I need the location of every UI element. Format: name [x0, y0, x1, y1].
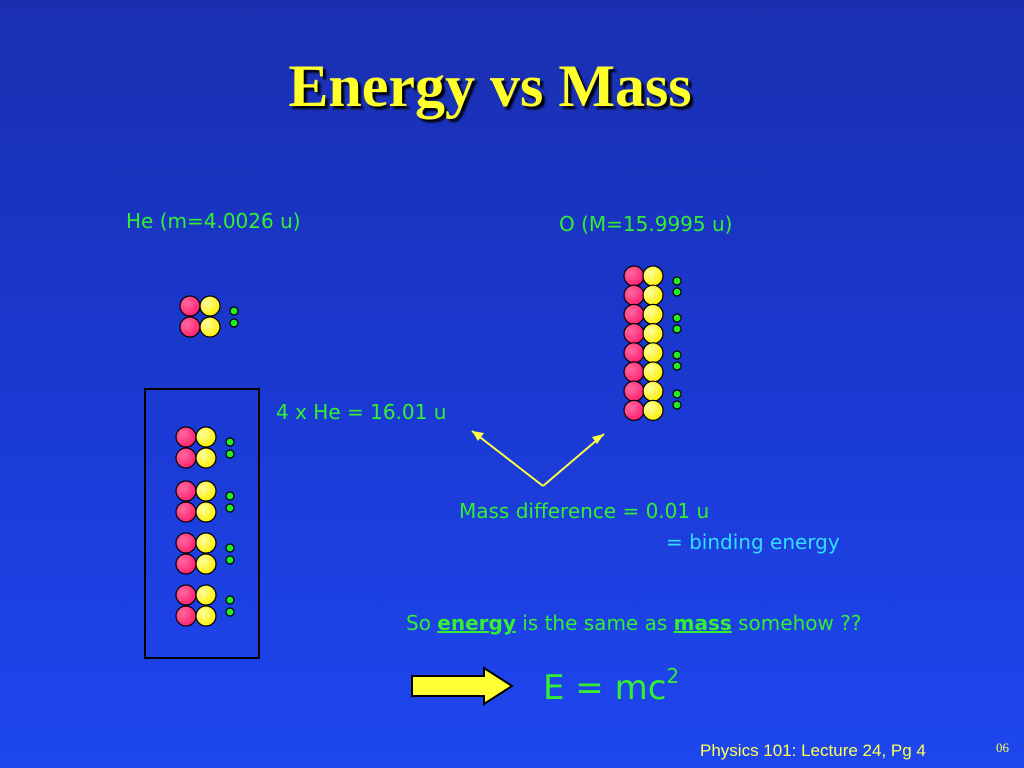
proton-icon [175, 501, 197, 523]
mass-energy-formula: E = mc2 [543, 664, 679, 708]
electron-icon [225, 437, 235, 447]
neutron-icon [642, 265, 664, 287]
oxygen-atom [623, 265, 682, 421]
four-helium-sum-label: 4 x He = 16.01 u [276, 400, 447, 424]
statement-mass-word: mass [673, 611, 732, 635]
helium-atom-3 [175, 532, 235, 575]
proton-icon [175, 605, 197, 627]
neutron-icon [642, 284, 664, 306]
neutron-icon [195, 584, 217, 606]
neutron-icon [642, 342, 664, 364]
arrow-head-right [592, 434, 604, 444]
helium-atom-4 [175, 584, 235, 627]
electron-icon [225, 491, 235, 501]
statement-middle: is the same as [515, 611, 674, 635]
binding-energy-label: = binding energy [666, 530, 840, 554]
formula-exponent: 2 [666, 664, 680, 688]
electron-icon [672, 287, 682, 297]
proton-icon [623, 323, 645, 345]
neutron-icon [642, 399, 664, 421]
electron-icon [672, 389, 682, 399]
electron-icon [672, 313, 682, 323]
statement-prefix: So [406, 611, 438, 635]
arrow-head-left [472, 431, 484, 441]
electron-icon [229, 306, 239, 316]
split-arrows [471, 430, 605, 487]
proton-icon [623, 342, 645, 364]
proton-icon [175, 584, 197, 606]
electron-icon [672, 276, 682, 286]
helium-atom-1 [175, 426, 235, 469]
electron-icon [225, 449, 235, 459]
proton-icon [623, 380, 645, 402]
right-arrow-icon [411, 666, 514, 706]
electron-icon [225, 555, 235, 565]
slide-title: Energy vs Mass [288, 53, 692, 119]
proton-icon [623, 284, 645, 306]
electron-icon [229, 318, 239, 328]
proton-icon [623, 399, 645, 421]
neutron-icon [642, 303, 664, 325]
mass-difference-label: Mass difference = 0.01 u [459, 499, 710, 523]
proton-icon [179, 295, 201, 317]
proton-icon [623, 265, 645, 287]
neutron-icon [195, 605, 217, 627]
proton-icon [175, 480, 197, 502]
oxygen-mass-label: O (M=15.9995 u) [559, 212, 733, 236]
proton-icon [175, 532, 197, 554]
neutron-icon [195, 501, 217, 523]
electron-icon [225, 503, 235, 513]
helium-atom [179, 295, 239, 338]
electron-icon [225, 595, 235, 605]
energy-mass-statement: So energy is the same as mass somehow ?? [406, 611, 861, 635]
arrow-to-oxygen [542, 433, 605, 487]
formula-base: E = mc [543, 668, 667, 708]
proton-icon [179, 316, 201, 338]
page-number: 06 [996, 740, 1009, 755]
nucleon-groups [175, 265, 682, 627]
statement-suffix: somehow ?? [731, 611, 862, 635]
proton-icon [175, 553, 197, 575]
neutron-icon [195, 553, 217, 575]
electron-icon [225, 543, 235, 553]
electron-icon [672, 361, 682, 371]
neutron-icon [195, 447, 217, 469]
electron-icon [672, 324, 682, 334]
statement-energy-word: energy [437, 611, 516, 635]
neutron-icon [199, 316, 221, 338]
proton-icon [623, 303, 645, 325]
helium-atom-2 [175, 480, 235, 523]
neutron-icon [195, 532, 217, 554]
neutron-icon [642, 323, 664, 345]
slide-footer: Physics 101: Lecture 24, Pg 4 [700, 741, 926, 760]
neutron-icon [195, 426, 217, 448]
electron-icon [672, 350, 682, 360]
proton-icon [623, 361, 645, 383]
neutron-icon [642, 380, 664, 402]
proton-icon [175, 447, 197, 469]
four-helium-box [144, 388, 260, 659]
electron-icon [672, 400, 682, 410]
helium-mass-label: He (m=4.0026 u) [126, 209, 301, 233]
electron-icon [225, 607, 235, 617]
proton-icon [175, 426, 197, 448]
neutron-icon [642, 361, 664, 383]
neutron-icon [199, 295, 221, 317]
arrow-to-helium-sum [471, 430, 544, 487]
neutron-icon [195, 480, 217, 502]
